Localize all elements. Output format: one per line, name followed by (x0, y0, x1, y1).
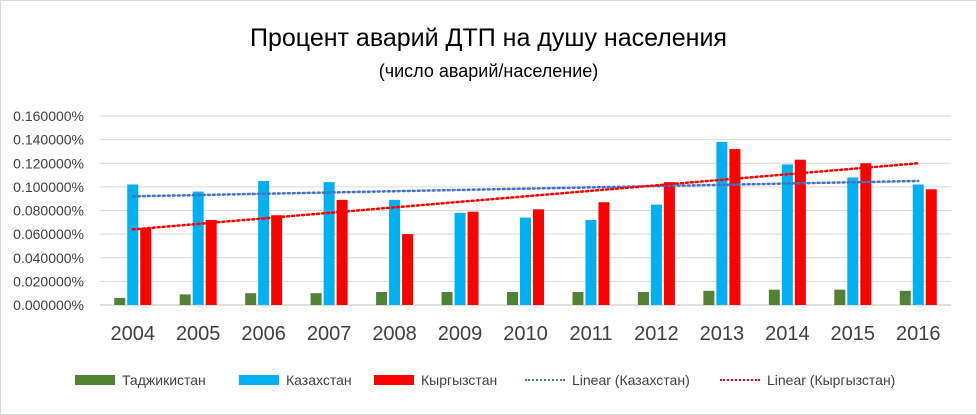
y-tick-label: 0.100000% (13, 179, 84, 195)
y-tick-label: 0.000000% (13, 297, 84, 313)
legend-item-kazakhstan: Казахстан (239, 370, 352, 390)
bar-kyrgyzstan (925, 189, 937, 305)
trendline-kyrgyzstan (131, 162, 920, 231)
legend: Таджикистан Казахстан Кыргызстан Linear … (0, 370, 977, 390)
x-tick-label: 2014 (765, 323, 810, 345)
x-tick-label: 2008 (372, 323, 417, 345)
bar-tajikistan (768, 289, 780, 305)
bar-kyrgyzstan (860, 163, 872, 305)
bar-tajikistan (245, 293, 257, 305)
bar-tajikistan (507, 292, 518, 305)
trendline-kazakhstan (131, 179, 920, 198)
bar-kazakhstan (781, 164, 793, 305)
bar-kyrgyzstan (533, 209, 544, 305)
bar-tajikistan (834, 289, 846, 305)
bar-kazakhstan (258, 180, 270, 305)
legend-swatch-kazakhstan (239, 375, 279, 385)
legend-swatch-tajikistan (75, 375, 115, 385)
bar-kazakhstan (323, 182, 335, 305)
x-tick-label: 2009 (438, 323, 483, 345)
bar-kyrgyzstan (729, 149, 741, 305)
y-tick-label: 0.140000% (13, 132, 84, 148)
legend-item-trend-kyrgyzstan: Linear (Кыргызстан) (720, 370, 895, 390)
bar-tajikistan (703, 290, 715, 305)
chart-subtitle: (число аварий/население) (378, 61, 599, 81)
bar-tajikistan (114, 297, 126, 305)
bar-kyrgyzstan (336, 199, 348, 305)
bar-kyrgyzstan (402, 234, 414, 305)
bar-kyrgyzstan (598, 202, 610, 305)
x-tick-label: 2006 (241, 323, 286, 345)
x-tick-label: 2007 (307, 323, 352, 345)
bar-kyrgyzstan (205, 219, 217, 305)
legend-swatch-kyrgyzstan (374, 375, 414, 385)
bar-kazakhstan (912, 184, 924, 305)
y-tick-label: 0.040000% (13, 250, 84, 266)
legend-label-tajikistan: Таджикистан (122, 372, 206, 388)
bar-kazakhstan (454, 212, 466, 305)
bar-kyrgyzstan (794, 159, 806, 305)
bar-tajikistan (310, 293, 322, 305)
bar-kazakhstan (127, 184, 139, 305)
bar-kazakhstan (520, 217, 531, 305)
legend-item-kyrgyzstan: Кыргызстан (374, 370, 497, 390)
legend-line-trend-kyrgyzstan (720, 379, 760, 381)
x-tick-label: 2015 (831, 323, 876, 345)
x-tick-label: 2005 (176, 323, 221, 345)
x-tick-label: 2016 (896, 323, 941, 345)
x-tick-label: 2004 (110, 323, 155, 345)
y-tick-label: 0.160000% (13, 108, 84, 124)
legend-line-trend-kazakhstan (525, 379, 565, 381)
bar-kyrgyzstan (467, 211, 479, 305)
y-tick-label: 0.080000% (13, 203, 84, 219)
bar-kazakhstan (847, 177, 859, 305)
legend-item-trend-kazakhstan: Linear (Казахстан) (525, 370, 690, 390)
x-tick-label: 2013 (700, 323, 745, 345)
bar-kyrgyzstan (140, 228, 152, 305)
chart-title: Процент аварий ДТП на душу населения (250, 24, 727, 52)
bar-kazakhstan (585, 219, 597, 305)
x-tick-label: 2011 (569, 323, 612, 345)
bar-kyrgyzstan (271, 215, 283, 305)
bar-kazakhstan (716, 141, 728, 305)
bar-tajikistan (899, 290, 911, 305)
y-tick-label: 0.020000% (13, 273, 84, 289)
bar-tajikistan (179, 294, 191, 305)
bar-kyrgyzstan (663, 182, 675, 305)
y-tick-label: 0.120000% (13, 155, 84, 171)
bar-tajikistan (441, 292, 453, 305)
bar-kazakhstan (192, 191, 204, 305)
bar-tajikistan (376, 292, 388, 305)
x-tick-label: 2010 (503, 323, 548, 345)
y-tick-label: 0.060000% (13, 226, 84, 242)
x-tick-label: 2012 (634, 323, 679, 345)
legend-label-trend-kazakhstan: Linear (Казахстан) (572, 372, 690, 388)
legend-label-kazakhstan: Казахстан (286, 372, 352, 388)
legend-item-tajikistan: Таджикистан (75, 370, 206, 390)
bar-kazakhstan (389, 199, 401, 305)
bar-kazakhstan (650, 204, 662, 305)
legend-label-kyrgyzstan: Кыргызстан (421, 372, 498, 388)
bar-tajikistan (572, 292, 584, 305)
legend-label-trend-kyrgyzstan: Linear (Кыргызстан) (767, 372, 896, 388)
bar-tajikistan (637, 292, 649, 305)
